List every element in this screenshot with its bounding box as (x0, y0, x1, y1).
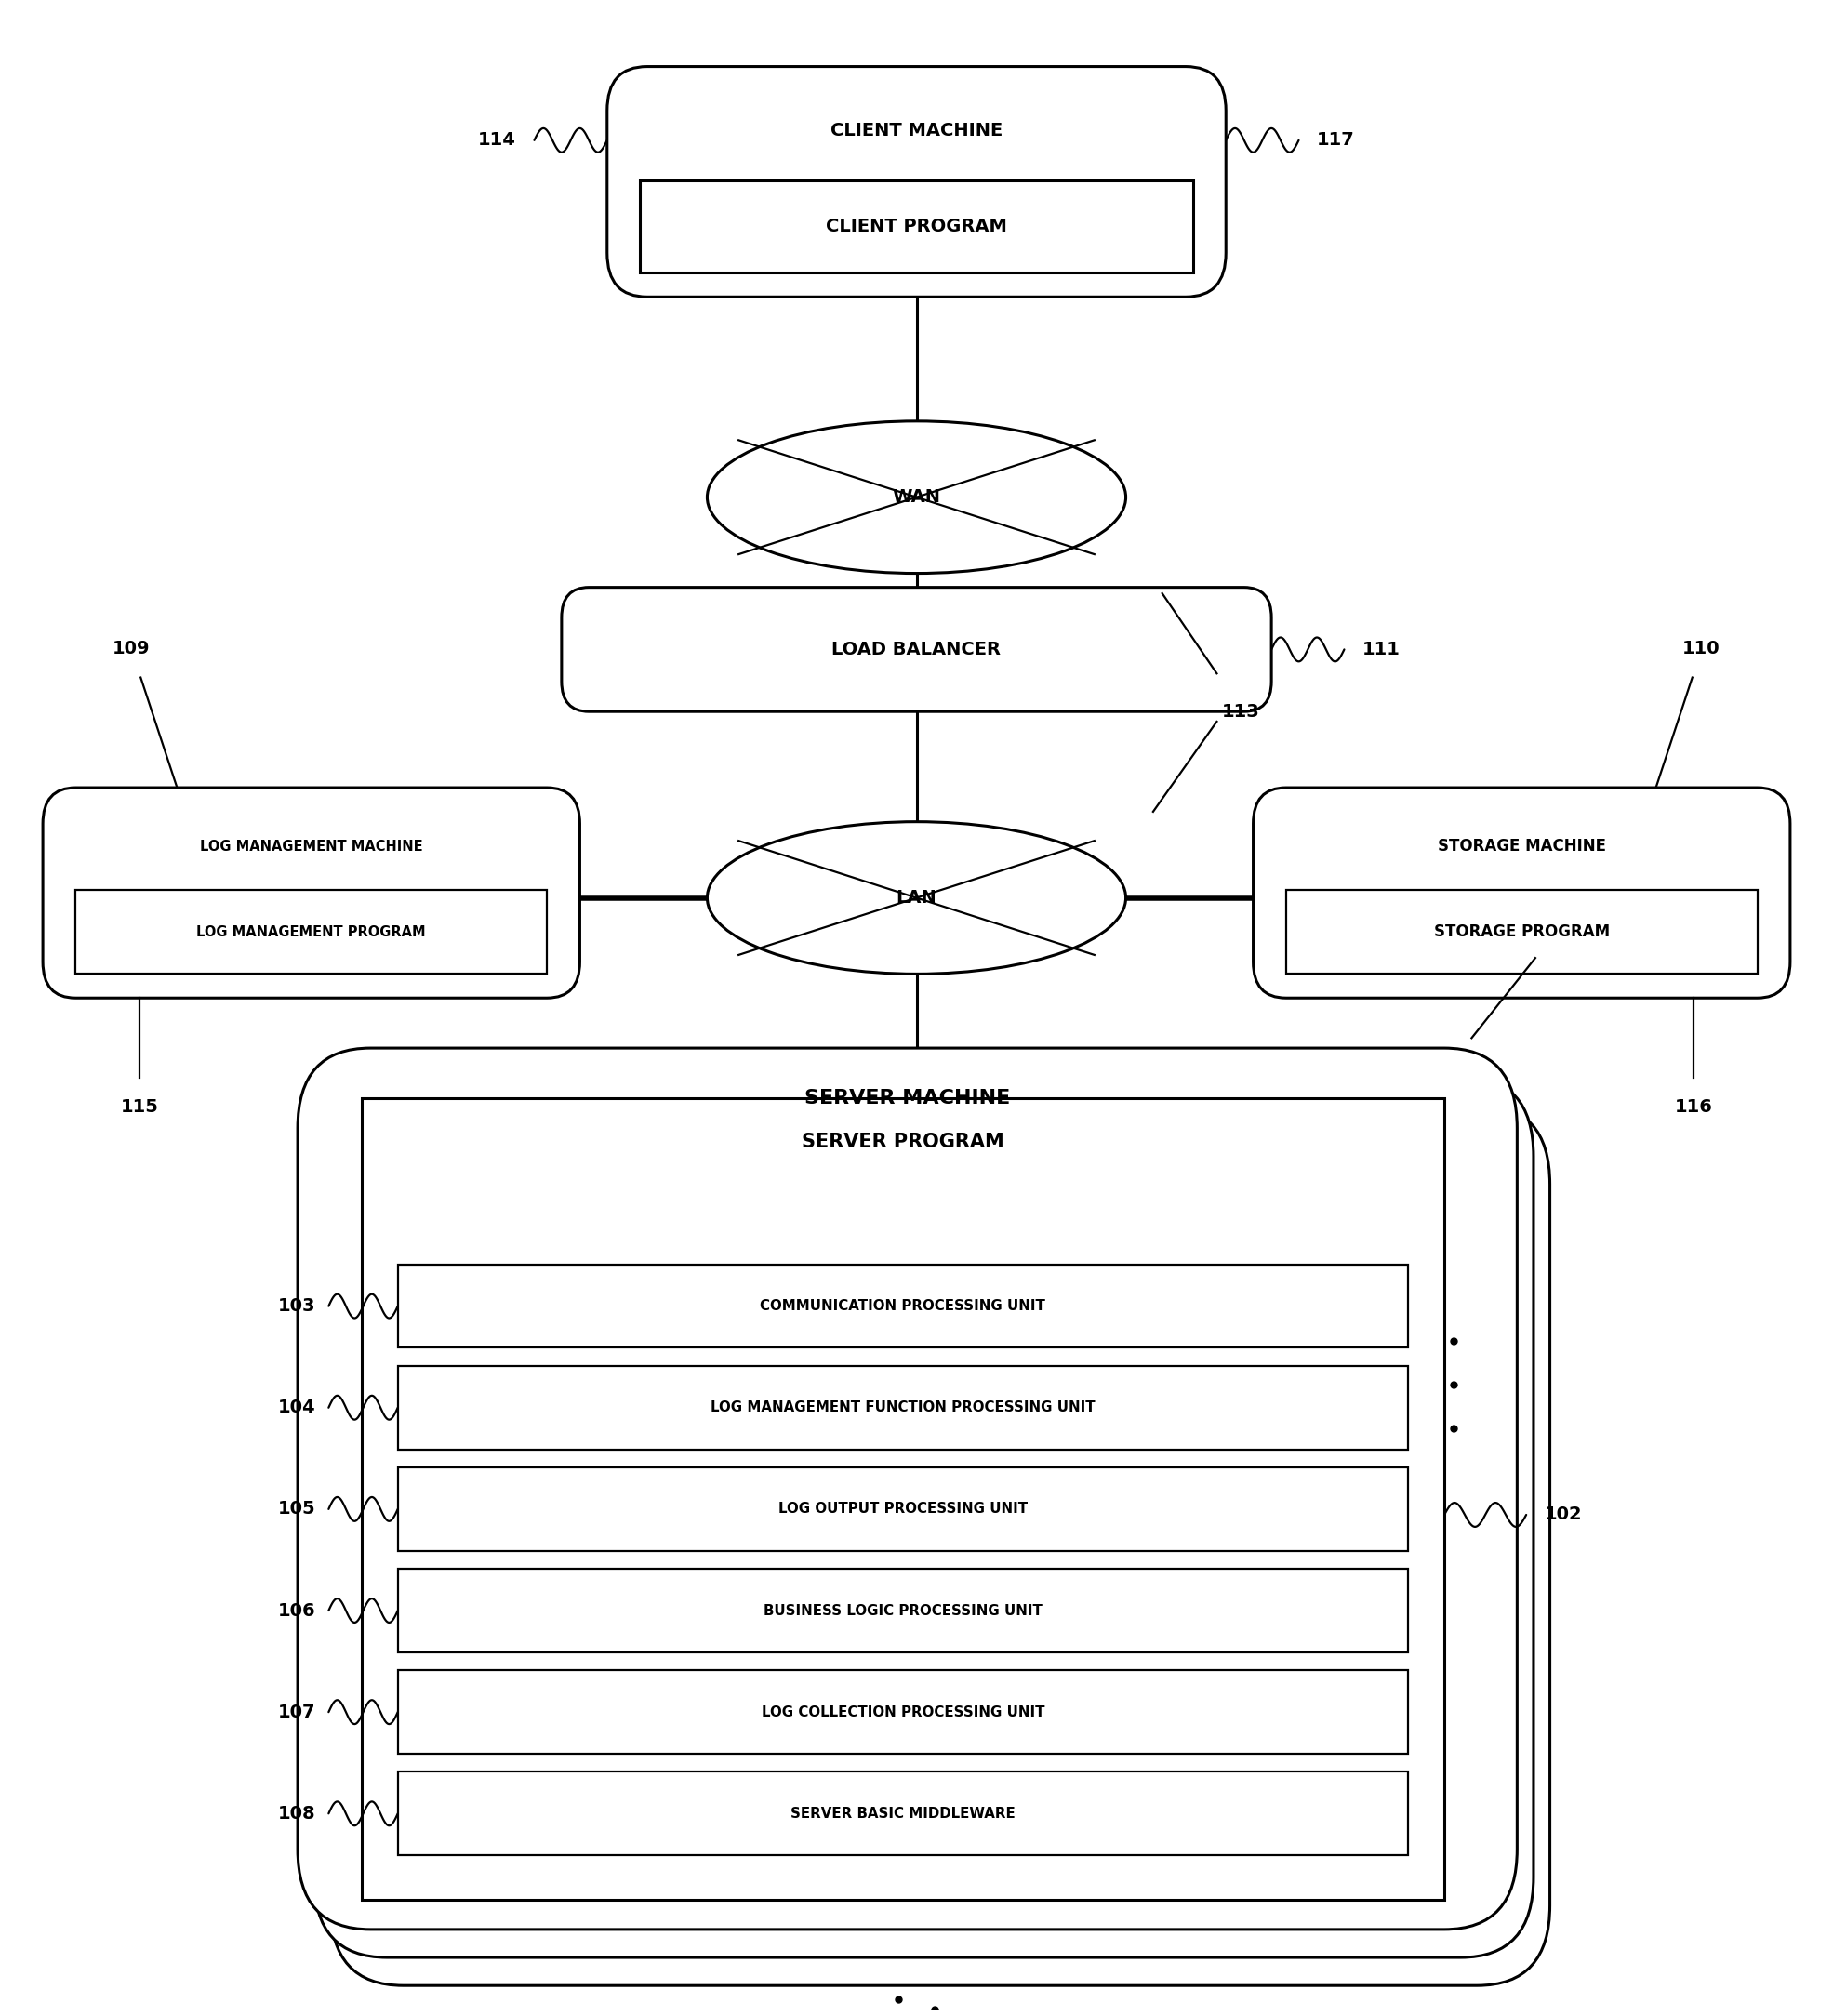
Text: LOG OUTPUT PROCESSING UNIT: LOG OUTPUT PROCESSING UNIT (779, 1502, 1028, 1516)
Bar (398, 1671, 1408, 1754)
Text: 112: 112 (1226, 675, 1265, 691)
Text: 108: 108 (279, 1804, 315, 1822)
Text: 115: 115 (121, 1099, 158, 1115)
Text: COMMUNICATION PROCESSING UNIT: COMMUNICATION PROCESSING UNIT (761, 1298, 1045, 1312)
Text: LOAD BALANCER: LOAD BALANCER (832, 641, 1001, 659)
FancyBboxPatch shape (297, 1048, 1518, 1929)
Text: 107: 107 (279, 1704, 315, 1722)
Text: STORAGE PROGRAM: STORAGE PROGRAM (1433, 923, 1609, 939)
Text: SERVER MACHINE: SERVER MACHINE (805, 1089, 1010, 1107)
Text: CLIENT MACHINE: CLIENT MACHINE (830, 123, 1003, 139)
Text: 116: 116 (1675, 1099, 1712, 1115)
Text: 102: 102 (1545, 1506, 1582, 1524)
Text: LOG MANAGEMENT FUNCTION PROCESSING UNIT: LOG MANAGEMENT FUNCTION PROCESSING UNIT (711, 1401, 1094, 1415)
Text: SERVER PROGRAM: SERVER PROGRAM (801, 1133, 1004, 1151)
FancyBboxPatch shape (42, 788, 579, 998)
Bar (75, 889, 546, 974)
Text: 101: 101 (1545, 939, 1582, 958)
Text: 111: 111 (1362, 641, 1400, 659)
Ellipse shape (708, 823, 1125, 974)
Text: 117: 117 (1316, 131, 1355, 149)
Text: LOG MANAGEMENT MACHINE: LOG MANAGEMENT MACHINE (200, 839, 423, 853)
Text: 103: 103 (279, 1296, 315, 1314)
Bar (398, 1264, 1408, 1349)
Text: WAN: WAN (893, 488, 940, 506)
Text: 104: 104 (279, 1399, 315, 1417)
Bar (398, 1367, 1408, 1450)
FancyBboxPatch shape (607, 67, 1226, 296)
Bar (398, 1468, 1408, 1550)
Text: STORAGE MACHINE: STORAGE MACHINE (1437, 839, 1606, 855)
Text: SERVER BASIC MIDDLEWARE: SERVER BASIC MIDDLEWARE (790, 1806, 1015, 1820)
FancyBboxPatch shape (330, 1105, 1551, 1986)
Text: 114: 114 (478, 131, 517, 149)
Bar (1287, 889, 1758, 974)
Text: BUSINESS LOGIC PROCESSING UNIT: BUSINESS LOGIC PROCESSING UNIT (763, 1603, 1043, 1617)
Text: LAN: LAN (896, 889, 937, 907)
Bar (640, 181, 1193, 272)
Text: 110: 110 (1683, 639, 1721, 657)
Text: 113: 113 (1223, 704, 1259, 720)
Bar (361, 1099, 1444, 1899)
Text: 105: 105 (279, 1500, 315, 1518)
Bar (398, 1772, 1408, 1855)
Text: 109: 109 (114, 639, 150, 657)
Bar (398, 1568, 1408, 1653)
Text: CLIENT PROGRAM: CLIENT PROGRAM (827, 218, 1006, 236)
Ellipse shape (708, 421, 1125, 573)
FancyBboxPatch shape (313, 1077, 1534, 1958)
Text: LOG MANAGEMENT PROGRAM: LOG MANAGEMENT PROGRAM (196, 925, 425, 939)
FancyBboxPatch shape (1254, 788, 1791, 998)
FancyBboxPatch shape (561, 587, 1272, 712)
Text: LOG COLLECTION PROCESSING UNIT: LOG COLLECTION PROCESSING UNIT (761, 1706, 1045, 1720)
Text: 106: 106 (279, 1603, 315, 1619)
